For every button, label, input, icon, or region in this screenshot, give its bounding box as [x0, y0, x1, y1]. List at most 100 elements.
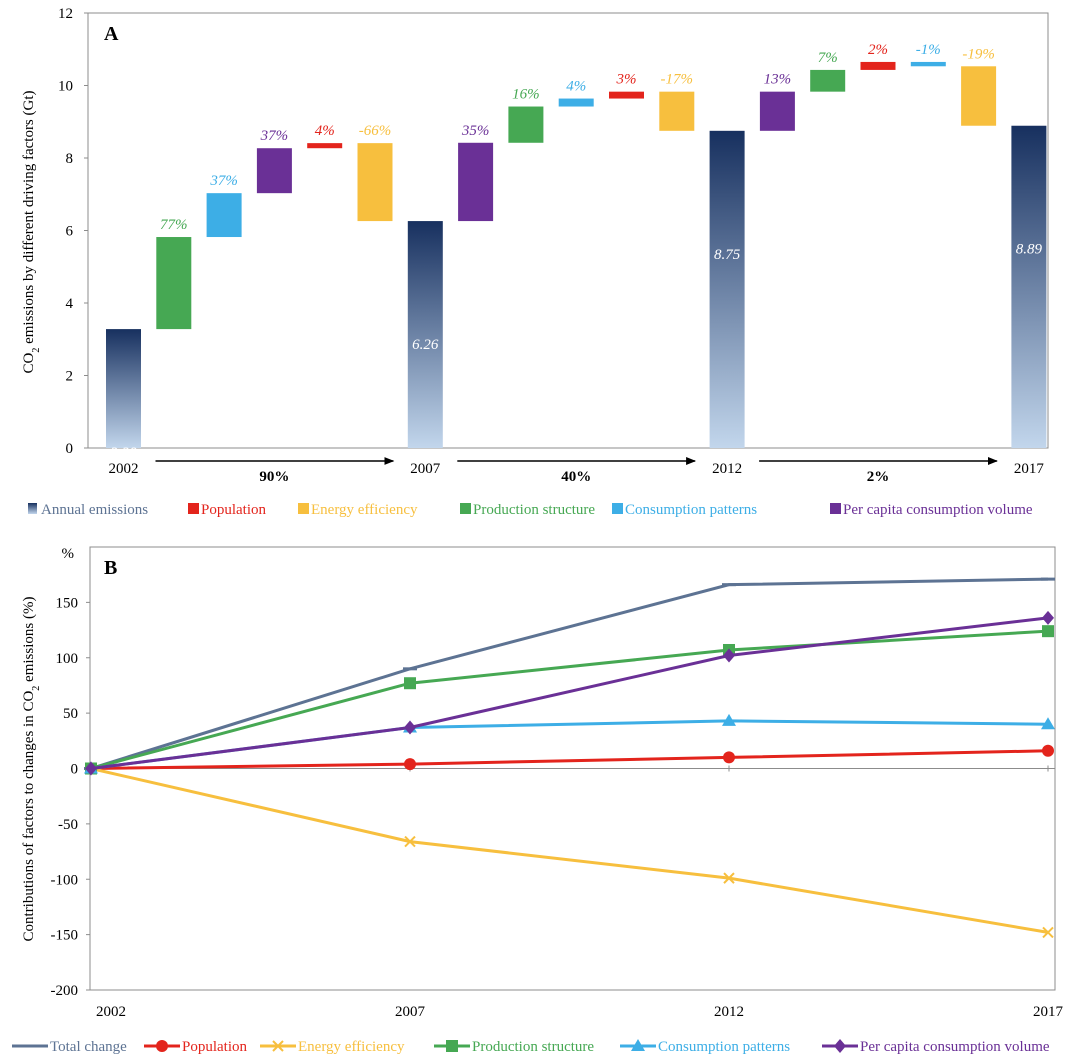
panel-a-bars	[106, 61, 1047, 449]
a-year-label: 2007	[410, 461, 441, 477]
panel-a-legend: Annual emissions Population Energy efficie…	[28, 502, 1033, 518]
legend-label-consumption-patterns: Consumption patterns	[625, 502, 757, 518]
legend-label-total-change: Total change	[50, 1039, 127, 1055]
b-x-tick-label: 2017	[1033, 1004, 1064, 1020]
panel-a-bar-labels: 3.28 77% 37% 37% 4% -66% 6.26 35% 16% 4% 3% -17% 8.7…	[109, 42, 1042, 461]
panel-a-letter: A	[104, 23, 119, 45]
legend-marker-energy-efficiency	[272, 1040, 284, 1052]
series-line-total-change	[90, 577, 1049, 770]
b-y-tick-label: -150	[51, 928, 79, 944]
legend-label-population: Population	[182, 1039, 248, 1055]
increment-label: 7%	[818, 50, 838, 66]
panel-b-y-unit: %	[62, 546, 75, 562]
a-y-tick-label: 10	[58, 79, 73, 95]
a-year-label: 2017	[1014, 461, 1045, 477]
legend-swatch-per-capita	[830, 503, 841, 514]
legend-marker-consumption-patterns	[631, 1039, 645, 1051]
legend-swatch-consumption-patterns	[612, 503, 623, 514]
annual-emissions-bar	[407, 221, 443, 448]
series-line-energy-efficiency	[90, 767, 1049, 934]
increment-bar-per-capita	[458, 142, 494, 222]
panel-b-legend: Total change Population Energy efficiency P…	[12, 1039, 1050, 1055]
series-line-per-capita	[90, 616, 1049, 770]
legend-label-energy-efficiency: Energy efficiency	[311, 502, 418, 518]
legend-label-consumption-patterns: Consumption patterns	[658, 1039, 790, 1055]
annual-emissions-bar	[106, 329, 141, 448]
increment-bar-energy-efficiency	[659, 91, 695, 131]
b-y-tick-label: -200	[51, 983, 79, 999]
increment-bar-population	[307, 143, 343, 149]
panel-a-y-axis-label: CO2 emissions by different driving facto…	[21, 90, 42, 373]
increment-label: 77%	[160, 217, 188, 233]
annual-emissions-label: 8.89	[1016, 242, 1043, 258]
b-y-tick-label: -50	[58, 817, 78, 833]
annual-emissions-bar	[1011, 125, 1047, 449]
increment-label: 35%	[461, 123, 490, 139]
b-y-tick-label: 100	[56, 651, 79, 667]
increment-bar-per-capita	[256, 148, 292, 194]
increment-label: 3%	[616, 72, 637, 88]
increment-label: -66%	[359, 123, 392, 139]
data-point-population	[1042, 744, 1054, 757]
period-change-label: 90%	[259, 469, 289, 485]
panel-b-y-axis-label: Contributions of factors to changes in C…	[21, 597, 42, 942]
increment-label: -19%	[962, 46, 995, 62]
series-per-capita	[85, 610, 1054, 776]
a-y-tick-label: 8	[66, 151, 74, 167]
increment-label: -1%	[916, 42, 941, 58]
data-point-energy-efficiency	[404, 835, 416, 848]
period-change-label: 2%	[867, 469, 890, 485]
increment-label: 16%	[512, 87, 540, 103]
legend-marker-population	[156, 1040, 168, 1052]
annual-emissions-label: 8.75	[714, 247, 741, 263]
b-y-tick-label: 150	[56, 595, 79, 611]
increment-label: 37%	[209, 173, 238, 189]
b-y-tick-label: -100	[51, 872, 79, 888]
a-year-label: 2012	[712, 461, 742, 477]
data-point-per-capita	[404, 720, 416, 735]
legend-swatch-production-structure	[460, 503, 471, 514]
data-point-per-capita	[1042, 610, 1054, 625]
increment-bar-production-structure	[156, 237, 192, 330]
panel-a-y-ticks: 0 2 4 6 8 10 12	[58, 6, 88, 457]
increment-label: 13%	[764, 72, 792, 88]
data-point-production-structure	[1042, 625, 1054, 638]
legend-swatch-annual	[28, 503, 37, 514]
panel-a: A 0 2 4 6 8 10 12 CO2 emissions by different d…	[21, 6, 1049, 518]
increment-bar-population	[860, 61, 896, 70]
legend-label-per-capita: Per capita consumption volume	[860, 1039, 1050, 1055]
increment-bar-consumption-patterns	[910, 61, 946, 67]
data-point-population	[723, 751, 735, 764]
series-line-production-structure	[90, 629, 1049, 770]
legend-label-production-structure: Production structure	[473, 502, 595, 518]
a-y-tick-label: 12	[58, 6, 73, 22]
legend-swatch-population	[188, 503, 199, 514]
increment-bar-population	[609, 91, 644, 99]
a-year-label: 2002	[109, 461, 139, 477]
a-y-tick-label: 6	[66, 224, 74, 240]
legend-label-production-structure: Production structure	[472, 1039, 594, 1055]
a-y-tick-label: 4	[66, 296, 74, 312]
legend-label-population: Population	[201, 502, 267, 518]
b-y-tick-label: 50	[63, 706, 78, 722]
data-point-per-capita	[85, 761, 97, 776]
increment-bar-production-structure	[508, 106, 544, 143]
b-y-tick-label: 0	[71, 762, 79, 778]
data-point-population	[404, 758, 416, 771]
a-y-tick-label: 0	[66, 441, 74, 457]
increment-bar-per-capita	[759, 91, 795, 131]
legend-swatch-energy-efficiency	[298, 503, 309, 514]
annual-emissions-label: 6.26	[412, 337, 439, 353]
increment-label: 4%	[566, 79, 586, 95]
legend-label-per-capita: Per capita consumption volume	[843, 502, 1033, 518]
a-y-tick-label: 2	[66, 369, 74, 385]
data-point-per-capita	[723, 648, 735, 663]
increment-bar-energy-efficiency	[961, 66, 997, 126]
legend-marker-per-capita	[834, 1039, 846, 1053]
panel-b-letter: B	[104, 557, 117, 579]
increment-label: 4%	[315, 123, 335, 139]
increment-label: -17%	[661, 72, 694, 88]
increment-label: 37%	[260, 128, 289, 144]
b-x-tick-label: 2002	[96, 1004, 126, 1020]
